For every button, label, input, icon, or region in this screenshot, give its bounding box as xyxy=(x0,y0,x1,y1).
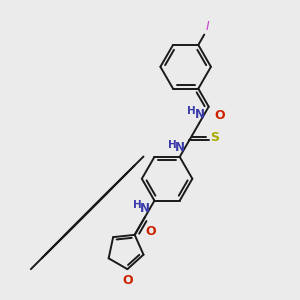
Text: I: I xyxy=(206,20,209,33)
Text: N: N xyxy=(194,108,204,121)
Text: O: O xyxy=(146,225,156,238)
Text: H: H xyxy=(187,106,196,116)
Text: O: O xyxy=(214,109,225,122)
Text: N: N xyxy=(140,202,150,215)
Text: N: N xyxy=(175,141,185,154)
Text: H: H xyxy=(133,200,142,210)
Text: O: O xyxy=(122,274,133,287)
Text: H: H xyxy=(168,140,176,150)
Text: S: S xyxy=(210,131,219,144)
